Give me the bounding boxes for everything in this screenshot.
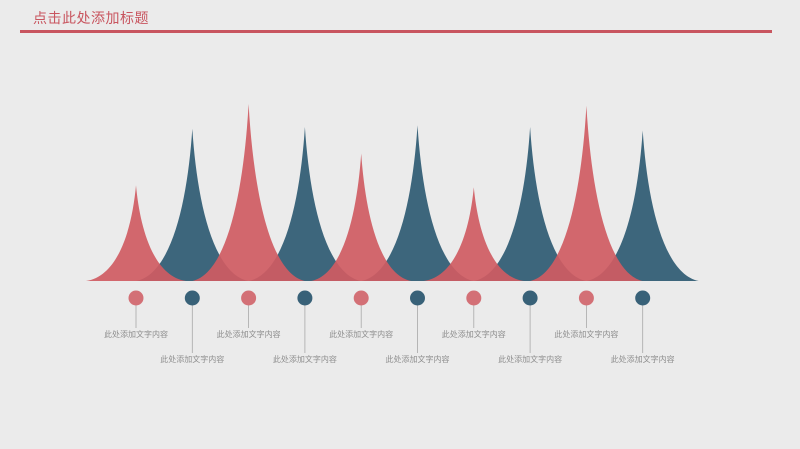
peak-3 (192, 104, 305, 281)
page-title: 点击此处添加标题 (33, 11, 149, 27)
item-label-1: 此处添加文字内容 (104, 329, 168, 339)
item-label-6: 此处添加文字内容 (386, 354, 450, 364)
peak-9 (530, 105, 643, 282)
title-rule (20, 30, 772, 33)
item-label-3: 此处添加文字内容 (217, 329, 281, 339)
marker-dot-6 (410, 290, 425, 306)
marker-dot-5 (353, 290, 369, 306)
marker-dot-8 (522, 290, 538, 306)
item-label-5: 此处添加文字内容 (329, 329, 393, 339)
marker-dot-3 (241, 290, 257, 306)
item-label-9: 此处添加文字内容 (554, 329, 618, 339)
marker-dot-9 (578, 290, 594, 306)
marker-dot-1 (128, 290, 144, 306)
marker-dot-4 (297, 290, 313, 306)
peak-2 (136, 128, 249, 281)
marker-dot-2 (184, 290, 200, 306)
item-label-10: 此处添加文字内容 (611, 354, 675, 364)
item-label-4: 此处添加文字内容 (273, 354, 337, 364)
peak-5 (311, 153, 412, 281)
peak-6 (361, 125, 474, 282)
item-label-8: 此处添加文字内容 (498, 354, 562, 364)
item-label-7: 此处添加文字内容 (442, 329, 506, 339)
peak-8 (474, 127, 587, 281)
peak-7 (423, 187, 524, 281)
peak-4 (248, 127, 361, 281)
marker-dot-7 (466, 290, 482, 306)
peak-10 (586, 130, 699, 281)
marker-dot-10 (635, 290, 651, 306)
peak-1 (86, 185, 186, 281)
item-label-2: 此处添加文字内容 (160, 354, 224, 364)
